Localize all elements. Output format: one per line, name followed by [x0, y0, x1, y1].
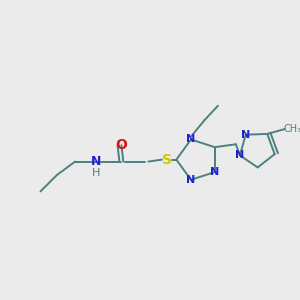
Text: N: N	[186, 134, 196, 145]
Text: O: O	[116, 138, 127, 152]
Text: H: H	[92, 168, 100, 178]
Text: N: N	[210, 167, 219, 177]
Text: S: S	[162, 153, 172, 166]
Text: N: N	[186, 175, 196, 185]
Text: N: N	[241, 130, 250, 140]
Text: N: N	[91, 155, 101, 168]
Text: CH₃: CH₃	[283, 124, 300, 134]
Text: N: N	[235, 150, 244, 161]
